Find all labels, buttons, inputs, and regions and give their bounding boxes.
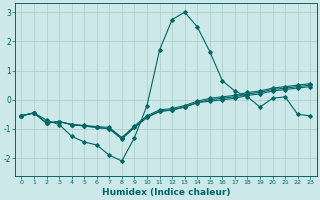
- X-axis label: Humidex (Indice chaleur): Humidex (Indice chaleur): [101, 188, 230, 197]
